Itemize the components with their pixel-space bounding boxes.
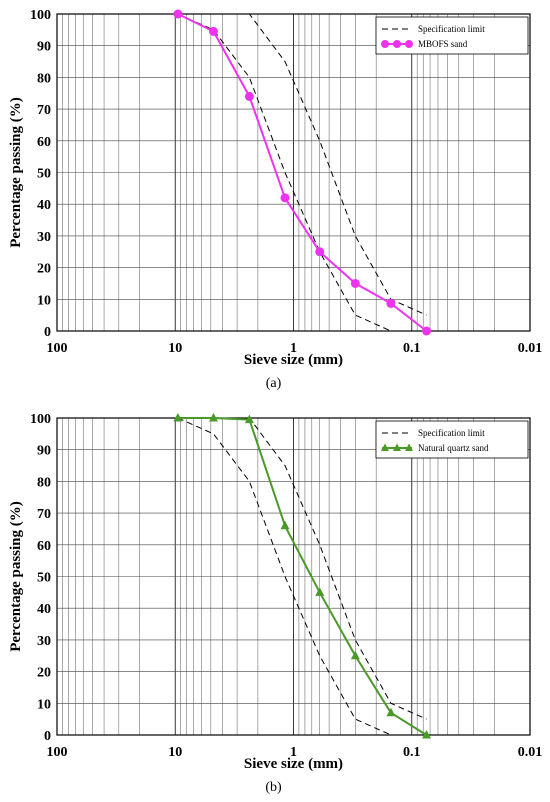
legend-box [375,420,529,459]
y-tick-label: 20 [37,262,51,277]
y-tick-label: 70 [37,103,51,118]
x-axis-label: Sieve size (mm) [244,756,343,772]
chart-panel-a: 0 10 20 30 40 50 60 70 80 90 100 100 10 1 0.1 0.01 Sieve… [8,8,542,391]
legend: Specification limit Natural quartz sand [375,420,529,459]
legend-label-series: Natural quartz sand [418,443,489,453]
legend-marker [381,40,389,48]
x-tick-label: 1 [290,745,297,760]
x-tick-label: 100 [47,745,68,760]
x-tick-label: 0.1 [403,341,421,356]
spec-limit-lower-line [177,417,427,736]
x-tick-label: 1 [290,341,297,356]
legend-marker [405,40,413,48]
y-tick-label: 40 [37,602,51,617]
y-tick-label: 10 [37,697,51,712]
legend-label-spec: Specification limit [418,428,485,438]
y-tick-label: 80 [37,71,51,86]
legend: Specification limit MBOFS sand [375,16,529,55]
y-tick-label: 60 [37,135,51,150]
series-line [177,417,428,736]
spec-limit-upper-line [177,417,427,720]
data-point-marker [422,730,432,739]
y-tick-label: 100 [30,412,51,427]
y-tick-label: 50 [37,167,51,182]
legend-marker [393,40,401,48]
x-tick-label: 0.01 [518,745,543,760]
y-tick-label: 0 [44,325,51,340]
y-tick-label: 20 [37,666,51,681]
panel-label: (b) [265,780,282,795]
spec-limit-upper-line [177,13,427,316]
data-point-marker [280,193,290,203]
legend-label-spec: Specification limit [418,24,485,34]
x-tick-label: 0.01 [518,341,543,356]
series-line [177,13,428,332]
y-tick-label: 50 [37,571,51,586]
y-tick-label: 90 [37,444,51,459]
data-point-marker [173,413,183,422]
grid [56,417,531,736]
legend-marker [381,443,389,451]
data-point-marker [280,520,290,530]
chart-panel-b: 0 10 20 30 40 50 60 70 80 90 100 100 10 1 0.1 0.01 Sieve… [8,412,542,795]
y-tick-label: 40 [37,198,51,213]
data-point-marker [350,650,360,660]
x-tick-label: 0.1 [403,745,421,760]
data-point-marker [315,587,325,596]
y-tick-label: 30 [37,634,51,649]
legend-marker [393,443,401,451]
data-point-marker [173,9,183,19]
plot-frame [56,417,531,736]
x-tick-label: 10 [168,341,182,356]
legend-label-series: MBOFS sand [418,39,468,49]
data-point-marker [422,326,432,336]
data-point-marker [315,247,325,257]
legend-box [375,16,529,55]
data-point-marker [208,26,218,36]
x-tick-label: 10 [168,745,182,760]
x-tick-label: 100 [47,341,68,356]
y-tick-label: 90 [37,40,51,55]
y-tick-label: 0 [44,729,51,744]
data-point-marker [244,414,254,424]
y-tick-label: 30 [37,230,51,245]
y-tick-label: 70 [37,507,51,522]
data-point-marker [350,278,360,288]
grid [56,13,531,332]
panel-label: (a) [266,376,282,391]
plot-frame [56,13,531,332]
x-axis-label: Sieve size (mm) [244,352,343,368]
spec-limit-lower-line [177,13,427,332]
data-point-marker [386,298,396,308]
y-axis-label: Percentage passing (%) [8,97,24,248]
y-axis-label: Percentage passing (%) [8,501,24,652]
data-point-marker [244,91,254,101]
legend-marker [405,443,413,451]
y-tick-label: 100 [30,8,51,23]
data-point-marker [208,413,218,422]
y-tick-label: 60 [37,539,51,554]
y-tick-label: 80 [37,475,51,490]
y-tick-label: 10 [37,293,51,308]
data-point-marker [386,707,396,717]
